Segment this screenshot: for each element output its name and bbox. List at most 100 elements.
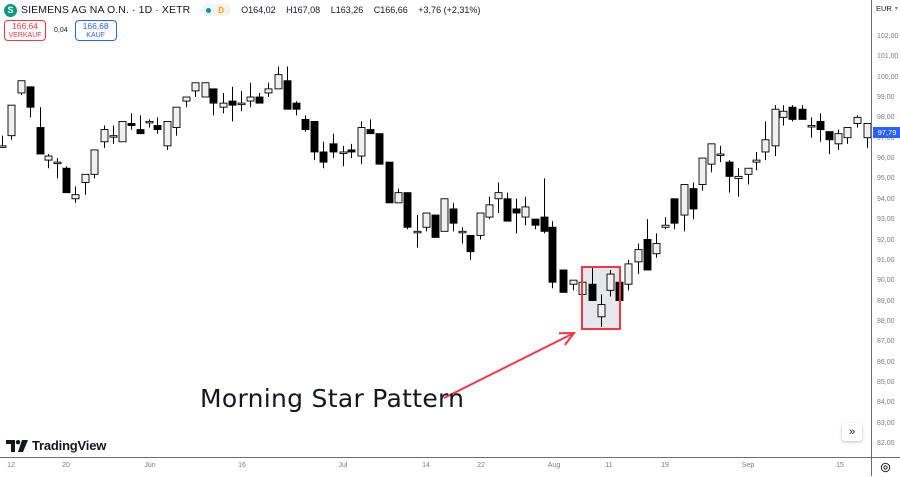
time-tick-label: 16: [238, 462, 246, 469]
price-tick-label: 91,00: [877, 256, 895, 264]
gear-icon: [880, 462, 891, 473]
price-tick-label: 99,00: [877, 94, 895, 102]
price-tick-label: 89,00: [877, 297, 895, 305]
candle: [597, 294, 606, 327]
candle: [413, 215, 422, 248]
sell-label: VERKAUF: [8, 31, 42, 39]
candle: [53, 158, 62, 179]
candle: [118, 120, 127, 143]
morning-star-box[interactable]: [581, 266, 621, 330]
tradingview-logo-icon: [6, 439, 28, 452]
candle: [71, 186, 80, 203]
candle: [816, 113, 825, 142]
candle: [661, 217, 670, 230]
annotation-arrow[interactable]: [443, 332, 575, 399]
time-tick-label: 22: [477, 462, 485, 469]
candle: [779, 105, 788, 126]
close-value: 166,66: [380, 5, 408, 15]
chart-settings-button[interactable]: [871, 457, 900, 477]
candle: [853, 115, 862, 128]
price-tick-label: 82,00: [877, 440, 895, 447]
candle: [182, 96, 191, 108]
scroll-to-realtime-button[interactable]: »: [842, 423, 862, 441]
candle: [209, 88, 218, 116]
candle: [512, 198, 521, 234]
market-status[interactable]: D: [202, 4, 232, 16]
candle: [100, 125, 109, 148]
currency-selector[interactable]: EUR ▾: [876, 4, 898, 13]
candle: [588, 267, 597, 301]
candle: [449, 202, 458, 232]
sell-price: 166,64: [12, 20, 38, 31]
candle: [172, 106, 181, 136]
price-tick-label: 90,00: [877, 277, 895, 285]
candle: [283, 66, 292, 110]
candle: [301, 115, 310, 132]
candlestick-chart[interactable]: [0, 0, 871, 457]
candle: [109, 125, 118, 144]
market-open-dot-icon: [206, 7, 212, 13]
price-tick-label: 98,00: [877, 114, 895, 122]
candle: [274, 66, 283, 90]
candle: [494, 182, 503, 214]
time-tick-label: Aug: [547, 462, 561, 469]
price-tick-label: 83,00: [877, 419, 895, 427]
buy-price: 166,68: [82, 20, 109, 31]
price-tick-label: 94,00: [877, 195, 895, 203]
price-tick-label: 86,00: [877, 358, 895, 366]
candle: [127, 113, 136, 130]
open-label: O: [241, 5, 249, 15]
candle: [476, 212, 485, 240]
candle: [422, 212, 431, 232]
sell-button[interactable]: 166,64 VERKAUF: [4, 20, 46, 41]
candle: [191, 82, 200, 98]
buy-button[interactable]: 166,68 KAUF: [74, 20, 117, 41]
candle: [136, 115, 145, 135]
price-tick-label: 96,00: [877, 155, 895, 163]
candle: [347, 143, 356, 159]
candle: [375, 133, 384, 165]
tradingview-logo[interactable]: TradingView: [6, 438, 106, 453]
candle: [264, 82, 273, 98]
candle: [734, 168, 743, 197]
candle: [201, 82, 210, 98]
price-axis[interactable]: EUR ▾ 102,00 101,00 100,00 99,00 98,00 97,00 9…: [871, 0, 900, 476]
candle: [606, 269, 615, 297]
trade-buttons: 166,64 VERKAUF 0,04 166,68 KAUF: [4, 20, 117, 41]
candle: [559, 269, 568, 293]
price-tick-label: 84,00: [877, 399, 895, 407]
time-tick-label: 15: [836, 462, 844, 469]
high-value: 167,08: [292, 5, 321, 15]
candle: [863, 123, 871, 148]
candle: [81, 173, 90, 195]
candle: [689, 182, 698, 220]
candle: [634, 243, 643, 275]
symbol-header: S SIEMENS AG NA O.N. · 1D · XETR D O164,…: [4, 2, 484, 18]
symbol-title[interactable]: SIEMENS AG NA O.N. · 1D · XETR: [21, 4, 191, 16]
candle: [17, 80, 26, 95]
candle: [403, 192, 412, 230]
time-tick-label: 12: [7, 462, 15, 469]
candle: [540, 178, 549, 234]
price-tick-label: 97,00: [877, 134, 895, 142]
candle: [680, 184, 689, 232]
candle: [548, 221, 557, 289]
candle: [458, 227, 467, 244]
candle: [752, 151, 761, 171]
time-tick-label: 14: [422, 462, 430, 469]
candle: [255, 92, 264, 104]
candle: [643, 219, 652, 271]
chevron-down-icon: ▾: [894, 6, 898, 12]
price-tick-label: 93,00: [877, 216, 895, 224]
spread-value: 0,04: [54, 27, 68, 34]
candle: [366, 119, 375, 135]
candle: [329, 133, 338, 159]
time-axis[interactable]: 12 20 Jun 16 Jul 14 22 Aug 11 19 Sep 15: [0, 457, 871, 477]
candle: [228, 86, 237, 122]
change-value: +3,76 (+2,31%): [418, 5, 481, 15]
price-tick-label: 92,00: [877, 236, 895, 244]
candle: [707, 143, 716, 173]
ohlc-values: O164,02 H167,08 L163,26 C166,66 +3,76 (+…: [241, 5, 484, 15]
candle: [145, 119, 154, 128]
open-value: 164,02: [248, 5, 276, 15]
